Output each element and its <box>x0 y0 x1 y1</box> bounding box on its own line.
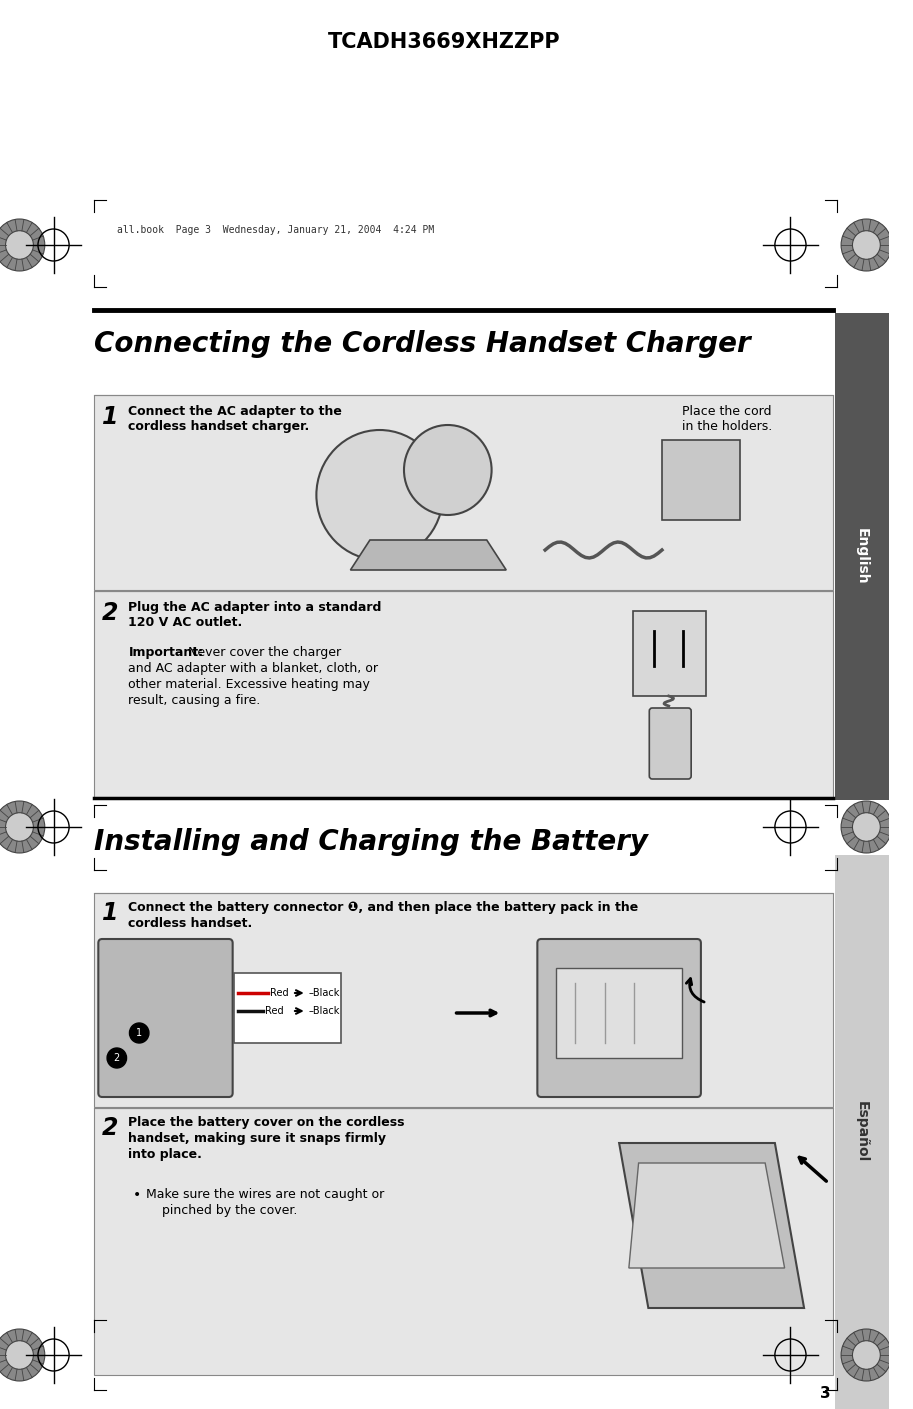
FancyBboxPatch shape <box>538 938 701 1098</box>
Circle shape <box>841 1329 892 1381</box>
Bar <box>633 612 706 696</box>
Circle shape <box>0 800 45 852</box>
Text: Make sure the wires are not caught or: Make sure the wires are not caught or <box>146 1188 384 1200</box>
Text: Important:: Important: <box>129 645 204 659</box>
Text: 1: 1 <box>102 900 119 924</box>
Circle shape <box>5 231 34 259</box>
Text: 1: 1 <box>136 1029 142 1038</box>
Bar <box>94 1107 834 1375</box>
Text: pinched by the cover.: pinched by the cover. <box>146 1205 298 1217</box>
Text: Plug the AC adapter into a standard: Plug the AC adapter into a standard <box>129 602 382 614</box>
Circle shape <box>5 813 34 841</box>
Text: Red: Red <box>265 1006 283 1016</box>
Text: Never cover the charger: Never cover the charger <box>184 645 341 659</box>
Text: 2: 2 <box>102 602 119 626</box>
Text: –Black: –Black <box>309 1006 340 1016</box>
Bar <box>556 968 682 1058</box>
Text: Connect the AC adapter to the: Connect the AC adapter to the <box>129 404 342 418</box>
Circle shape <box>0 218 45 271</box>
Text: cordless handset.: cordless handset. <box>129 917 253 930</box>
Text: in the holders.: in the holders. <box>682 420 772 433</box>
Text: •: • <box>133 1188 142 1202</box>
Text: and AC adapter with a blanket, cloth, or: and AC adapter with a blanket, cloth, or <box>129 662 379 675</box>
Circle shape <box>130 1023 149 1043</box>
Circle shape <box>841 218 892 271</box>
Text: into place.: into place. <box>129 1148 203 1161</box>
Text: English: English <box>855 528 869 585</box>
Text: result, causing a fire.: result, causing a fire. <box>129 695 261 707</box>
Text: Red: Red <box>269 988 289 998</box>
Circle shape <box>107 1048 127 1068</box>
Text: TCADH3669XHZZPP: TCADH3669XHZZPP <box>328 32 561 52</box>
Circle shape <box>5 1341 34 1370</box>
Text: Connect the battery connector ❶, and then place the battery pack in the: Connect the battery connector ❶, and the… <box>129 900 639 914</box>
Text: other material. Excessive heating may: other material. Excessive heating may <box>129 678 371 690</box>
Circle shape <box>853 231 880 259</box>
Text: Connecting the Cordless Handset Charger: Connecting the Cordless Handset Charger <box>94 330 751 358</box>
Text: –Black: –Black <box>309 988 340 998</box>
Text: Place the battery cover on the cordless: Place the battery cover on the cordless <box>129 1116 405 1129</box>
Circle shape <box>317 430 443 559</box>
Text: Place the cord: Place the cord <box>682 404 771 418</box>
Text: 1: 1 <box>102 404 119 428</box>
Bar <box>94 395 834 590</box>
Text: 3: 3 <box>820 1385 830 1401</box>
Bar <box>662 440 740 520</box>
Text: all.book  Page 3  Wednesday, January 21, 2004  4:24 PM: all.book Page 3 Wednesday, January 21, 2… <box>117 225 434 235</box>
Bar <box>94 590 834 797</box>
Circle shape <box>853 813 880 841</box>
Bar <box>835 855 888 1409</box>
Bar <box>94 893 834 1107</box>
Text: Español: Español <box>855 1102 869 1162</box>
Bar <box>835 313 888 800</box>
Text: 120 V AC outlet.: 120 V AC outlet. <box>129 616 243 628</box>
Polygon shape <box>351 540 506 571</box>
Circle shape <box>841 800 892 852</box>
Circle shape <box>404 426 491 516</box>
Text: cordless handset charger.: cordless handset charger. <box>129 420 310 433</box>
Text: 2: 2 <box>114 1053 120 1062</box>
Circle shape <box>0 1329 45 1381</box>
Text: handset, making sure it snaps firmly: handset, making sure it snaps firmly <box>129 1131 386 1146</box>
Text: Installing and Charging the Battery: Installing and Charging the Battery <box>94 828 648 857</box>
Polygon shape <box>619 1143 804 1308</box>
Polygon shape <box>629 1162 784 1268</box>
FancyBboxPatch shape <box>649 707 691 779</box>
Bar <box>234 974 341 1043</box>
FancyBboxPatch shape <box>99 938 233 1098</box>
Circle shape <box>853 1341 880 1370</box>
Text: 2: 2 <box>102 1116 119 1140</box>
